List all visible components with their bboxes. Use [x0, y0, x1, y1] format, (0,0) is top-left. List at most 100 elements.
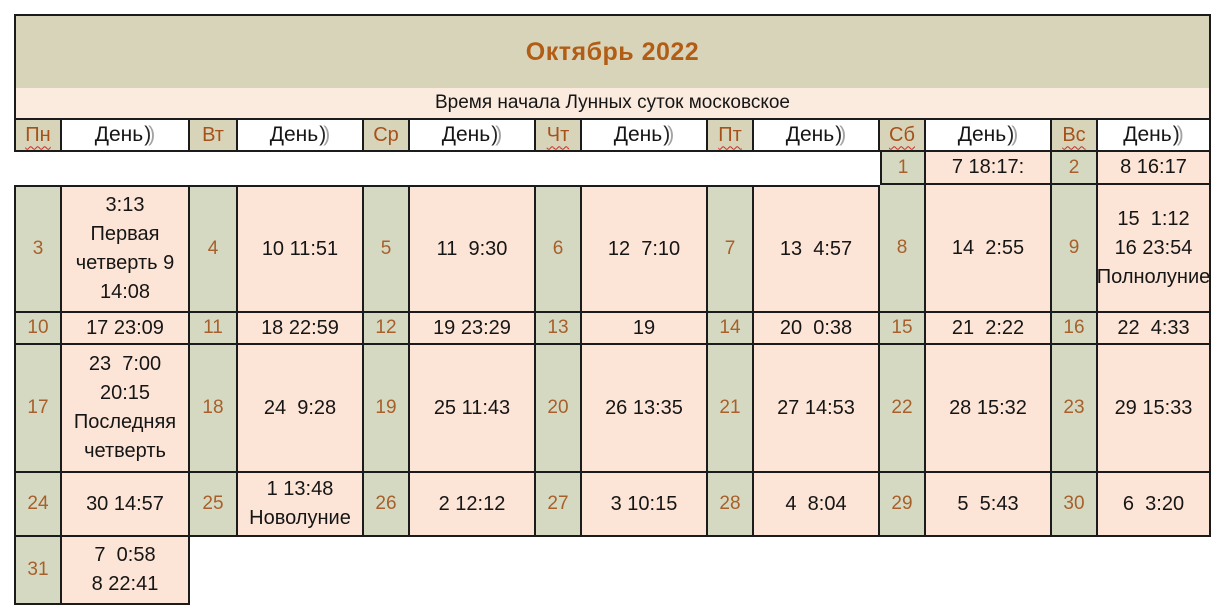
date-number: 20 [547, 397, 569, 418]
lunar-line: 10 11:51 [261, 237, 339, 260]
moon-icon: ) [144, 123, 152, 146]
calendar-row: 17 23 7:00 20:15 Последняя четверть 18 24 9:28… [14, 345, 1211, 473]
date-cell: 4 [190, 185, 238, 313]
lunar-line: 29 15:33 [1114, 396, 1193, 419]
date-cell: 17 [14, 345, 62, 473]
lunar-line: 25 11:43 [433, 396, 511, 419]
weekday-header-cell: Сб [880, 118, 926, 152]
lunar-line: 6 3:20 [1122, 492, 1185, 515]
lunar-line: 30 14:57 [86, 492, 164, 515]
weekday-label: Сб [889, 123, 915, 146]
date-cell: 25 [190, 473, 238, 537]
date-cell: 29 [880, 473, 926, 537]
day-header-label: День [1123, 123, 1172, 146]
calendar-grid: Пн День)) Вт День)) Ср День)) Чт День)) Пт День))… [14, 118, 1211, 605]
empty-slot [536, 537, 708, 605]
calendar-row: 10 17 23:09 11 18 22:59 12 19 23:29 13 19 14 20 0… [14, 313, 1211, 345]
lunar-line: Полнолуние [1098, 265, 1211, 288]
date-cell: 2 [1052, 152, 1098, 185]
day-column-header: День)) [754, 118, 880, 152]
date-cell: 15 [880, 313, 926, 345]
lunar-cell: 8 16:17 [1098, 152, 1211, 185]
date-cell: 10 [14, 313, 62, 345]
lunar-line: 7 0:58 [94, 544, 156, 566]
calendar-row: 3 3:13 Первая четверть 9 14:08 4 10 11:51 5 11 9… [14, 185, 1211, 313]
lunar-cell: 7 18:17: [926, 152, 1052, 185]
date-number: 27 [547, 493, 569, 514]
day-header-label: День [957, 123, 1007, 146]
date-number: 29 [891, 493, 913, 514]
lunar-line: Последняя [73, 411, 177, 433]
lunar-cell: 29 15:33 [1098, 345, 1211, 473]
lunar-line: 14 2:55 [951, 236, 1025, 259]
date-cell: 27 [536, 473, 582, 537]
weekday-label: Вс [1062, 123, 1086, 146]
lunar-line: 22 4:33 [1117, 316, 1190, 339]
month-title-band: Октябрь 2022 [14, 14, 1211, 88]
date-number: 23 [1063, 397, 1085, 418]
calendar-row: 31 7 0:58 8 22:41 [14, 537, 1211, 605]
lunar-line: 28 15:32 [949, 396, 1027, 419]
lunar-line: 15 1:12 [1117, 207, 1190, 230]
lunar-cell: 17 23:09 [62, 313, 190, 345]
date-number: 3 [32, 238, 44, 259]
day-header-label: День [441, 123, 491, 146]
date-number: 25 [202, 493, 224, 514]
empty-slot [364, 152, 536, 185]
lunar-cell: 18 22:59 [238, 313, 364, 345]
date-cell: 23 [1052, 345, 1098, 473]
empty-slot [1052, 537, 1211, 605]
lunar-line: 8 22:41 [91, 573, 159, 595]
lunar-cell: 13 4:57 [754, 185, 880, 313]
moon-ghost-icon: ) [839, 123, 847, 146]
lunar-cell: 28 15:32 [926, 345, 1052, 473]
lunar-line: Первая [90, 223, 160, 245]
date-cell: 9 [1052, 185, 1098, 313]
empty-slot [190, 537, 364, 605]
date-number: 1 [897, 156, 909, 178]
date-cell: 22 [880, 345, 926, 473]
page-title: Октябрь 2022 [525, 37, 700, 66]
day-column-header: День)) [582, 118, 708, 152]
date-number: 4 [207, 238, 219, 259]
date-number: 13 [547, 317, 569, 338]
lunar-line: 24 9:28 [263, 396, 337, 419]
weekday-header-cell: Пн [14, 118, 62, 152]
lunar-line: четверть 9 [75, 252, 175, 274]
lunar-line: 18 22:59 [261, 316, 339, 339]
weekday-label: Чт [546, 123, 570, 146]
lunar-cell: 6 3:20 [1098, 473, 1211, 537]
lunar-cell: 26 13:35 [582, 345, 708, 473]
lunar-cell: 23 7:00 20:15 Последняя четверть [62, 345, 190, 473]
date-number: 6 [552, 238, 564, 259]
lunar-line: 23 7:00 [88, 353, 162, 375]
moon-ghost-icon: ) [148, 123, 156, 146]
day-header-label: День [613, 123, 663, 146]
date-cell: 31 [14, 537, 62, 605]
date-number: 31 [27, 559, 49, 580]
date-number: 5 [380, 238, 392, 259]
lunar-line: 2 12:12 [438, 492, 506, 515]
lunar-cell: 1 13:48 Новолуние [238, 473, 364, 537]
empty-slot [364, 537, 536, 605]
date-cell: 8 [880, 185, 926, 313]
lunar-line: 26 13:35 [605, 396, 683, 419]
empty-slot [708, 152, 880, 185]
lunar-line: 20:15 [99, 382, 151, 404]
lunar-cell: 22 4:33 [1098, 313, 1211, 345]
date-cell: 16 [1052, 313, 1098, 345]
weekday-label: Пт [718, 123, 742, 146]
date-cell: 20 [536, 345, 582, 473]
date-number: 17 [27, 397, 49, 418]
lunar-cell: 25 11:43 [410, 345, 536, 473]
lunar-cell: 19 23:29 [410, 313, 536, 345]
day-header-label: День [94, 123, 144, 146]
lunar-line: 27 14:53 [777, 396, 855, 419]
date-number: 10 [27, 317, 49, 338]
date-number: 21 [719, 397, 741, 418]
lunar-line: 13 4:57 [779, 237, 853, 260]
date-cell: 28 [708, 473, 754, 537]
subtitle-band: Время начала Лунных суток московское [14, 88, 1211, 118]
day-column-header: День)) [410, 118, 536, 152]
